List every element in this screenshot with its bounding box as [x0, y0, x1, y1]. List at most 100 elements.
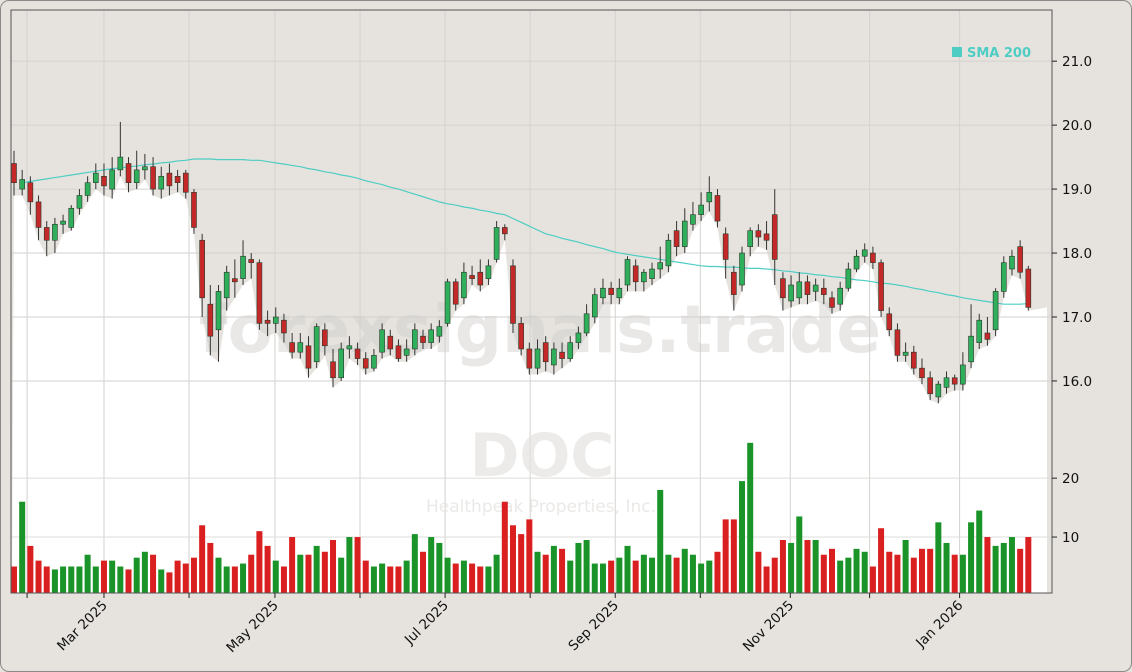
- volume-bar: [959, 554, 966, 593]
- volume-bar: [992, 545, 999, 593]
- candle-body: [510, 265, 516, 324]
- candle-body: [632, 265, 639, 283]
- candle-body: [600, 287, 606, 299]
- candle-body: [837, 287, 843, 305]
- volume-bar: [362, 560, 369, 593]
- candle: [150, 157, 156, 196]
- candle-body: [52, 223, 58, 241]
- candle-body: [27, 182, 34, 203]
- volume-bar: [395, 566, 402, 593]
- candle-body: [624, 259, 631, 286]
- candle-body: [518, 323, 524, 350]
- candle: [747, 227, 754, 257]
- candle: [27, 176, 34, 215]
- candle-body: [739, 252, 745, 286]
- candle: [763, 221, 770, 250]
- candle-body: [232, 278, 238, 283]
- candle: [264, 310, 271, 337]
- candle-body: [526, 348, 533, 369]
- candle: [428, 323, 434, 349]
- candle-body: [812, 284, 819, 292]
- candle-body: [1009, 255, 1015, 270]
- candle: [821, 278, 827, 305]
- candle-body: [362, 358, 369, 369]
- candle: [665, 233, 672, 273]
- candle-body: [436, 326, 443, 337]
- volume-bar: [910, 557, 917, 593]
- candle: [182, 169, 189, 199]
- candle-body: [542, 342, 549, 363]
- price-area-fill: [12, 176, 1047, 594]
- candle-body: [420, 335, 426, 343]
- candle: [232, 259, 238, 298]
- volume-bar: [92, 566, 99, 593]
- candle: [272, 307, 279, 333]
- volume-bar: [518, 534, 525, 593]
- candle-body: [150, 166, 156, 190]
- candle: [551, 342, 557, 375]
- candle-body: [616, 287, 623, 299]
- candle: [93, 163, 99, 190]
- volume-bar: [804, 540, 811, 593]
- candle: [142, 153, 148, 180]
- candle: [927, 371, 933, 401]
- volume-bar: [534, 551, 541, 593]
- candle: [935, 380, 942, 404]
- volume-bar: [657, 489, 664, 593]
- candle: [984, 316, 991, 346]
- candle: [362, 352, 369, 375]
- candle: [976, 313, 983, 349]
- volume-bar: [436, 542, 443, 593]
- candle-body: [870, 252, 876, 263]
- volume-bar: [665, 554, 672, 593]
- volume-bar: [43, 566, 50, 593]
- candle-body: [68, 207, 75, 228]
- volume-bar: [509, 525, 516, 593]
- volume-bar: [428, 537, 435, 593]
- candle: [542, 336, 549, 372]
- volume-bar: [771, 557, 778, 593]
- volume-bar: [313, 545, 320, 593]
- candle-body: [215, 291, 222, 331]
- candle-body: [313, 326, 320, 363]
- volume-bar: [894, 554, 901, 593]
- candle: [910, 345, 917, 375]
- volume-bar: [51, 569, 58, 593]
- candle-body: [821, 287, 827, 295]
- candle: [731, 265, 737, 311]
- candle-body: [387, 335, 394, 350]
- volume-bar: [420, 551, 426, 593]
- watermark-ticker: DOC: [470, 421, 615, 491]
- candle-body: [608, 287, 614, 295]
- volume-bar: [640, 554, 647, 593]
- candle-body: [35, 201, 42, 228]
- candle-body: [501, 227, 508, 235]
- volume-bar: [886, 551, 893, 593]
- candle-body: [452, 281, 459, 305]
- candle-body: [101, 175, 107, 187]
- candle: [191, 189, 197, 234]
- volume-bar: [763, 566, 770, 593]
- candle: [919, 358, 925, 385]
- candle: [510, 259, 516, 333]
- volume-bar: [100, 560, 107, 593]
- date-tick-label: Sep 2025: [565, 598, 622, 655]
- price-tick-label: 17.0: [1062, 310, 1092, 326]
- candle-body: [804, 281, 811, 295]
- volume-bar: [927, 548, 934, 593]
- candle: [845, 262, 852, 292]
- candlesticks: [11, 121, 1032, 404]
- candle-body: [534, 348, 541, 369]
- volume-bar: [976, 510, 983, 593]
- candle: [534, 339, 541, 375]
- candle: [125, 157, 132, 193]
- volume-bars: [11, 442, 1032, 593]
- volume-bar: [297, 554, 304, 593]
- candle: [207, 285, 214, 356]
- candle: [624, 256, 631, 292]
- candle: [379, 323, 385, 359]
- volume-bar: [182, 563, 189, 593]
- volume-bar: [779, 540, 786, 593]
- candle: [886, 307, 893, 337]
